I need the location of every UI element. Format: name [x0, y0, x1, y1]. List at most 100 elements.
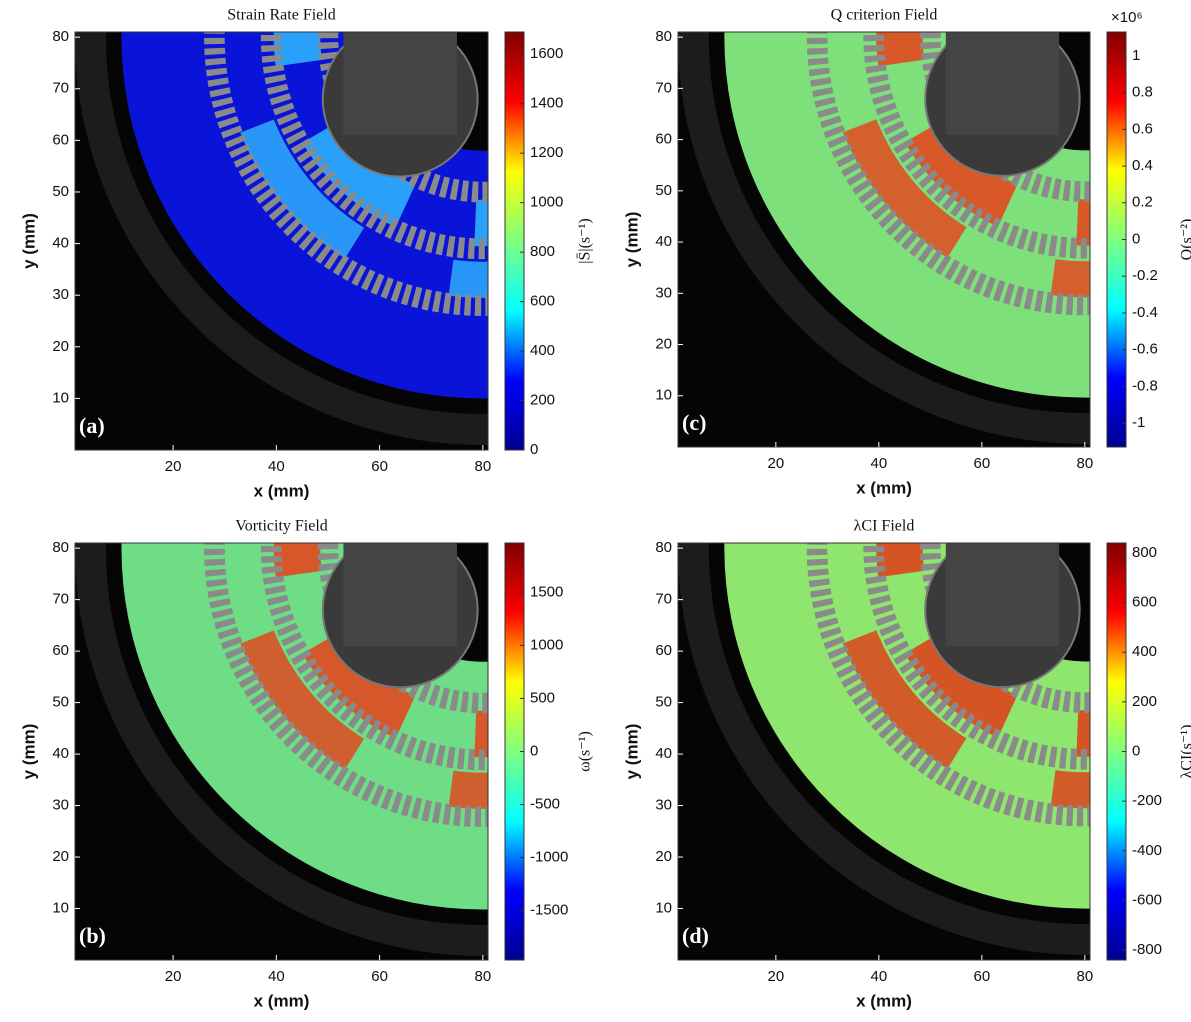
- mechanism-ring: [920, 543, 1090, 713]
- colorbar-tick-label: 1400: [530, 95, 563, 112]
- colorbar-tick-label: -600: [1132, 891, 1162, 908]
- x-tick-label: 60: [974, 968, 991, 985]
- chart-title: Q criterion Field: [831, 7, 938, 24]
- frame: [677, 542, 1091, 961]
- x-tick-label: 20: [165, 458, 182, 475]
- x-tick-label: 20: [768, 968, 785, 985]
- y-tick-label: 80: [52, 28, 69, 45]
- x-axis-label: x (mm): [856, 478, 912, 497]
- hot-ring: [273, 543, 488, 758]
- x-tick-label: 60: [371, 968, 388, 985]
- field-image: [678, 32, 1090, 447]
- y-tick-label: 60: [52, 131, 69, 148]
- colorbar-label: |S̄|(s⁻¹): [577, 218, 594, 263]
- y-tick-label: 40: [52, 235, 69, 252]
- y-tick-label: 30: [655, 797, 672, 814]
- chart-title: λCI Field: [854, 518, 915, 535]
- y-tick-label: 30: [52, 286, 69, 303]
- colorbar-tick-label: 600: [530, 293, 555, 310]
- mechanism-ring: [863, 543, 1090, 770]
- colorbar-tick-label: 1500: [530, 583, 563, 600]
- y-tick-label: 10: [655, 899, 672, 916]
- y-tick-label: 80: [655, 28, 672, 45]
- panel-label: (b): [79, 923, 106, 948]
- colorbar-tick-label: -0.6: [1132, 341, 1158, 358]
- y-tick-label: 40: [655, 233, 672, 250]
- y-tick-label: 10: [52, 389, 69, 406]
- y-tick-label: 40: [52, 745, 69, 762]
- mechanism-ring: [920, 32, 1090, 202]
- colorbar-tick-label: -1000: [530, 849, 568, 866]
- panel: (a) Strain Rate Field 20 40 60 80 10 20 30 40 50 60…: [19, 7, 594, 501]
- hot-ring: [222, 543, 488, 809]
- hot-ring: [876, 32, 1090, 246]
- colorbar-tick-label: 0: [1132, 230, 1140, 247]
- colorbar-tick-label: 400: [1132, 643, 1157, 660]
- field-image: [678, 543, 1090, 960]
- rim: [75, 543, 488, 956]
- colorbar-tick-label: -200: [1132, 792, 1162, 809]
- colorbar-tick-label: 800: [530, 243, 555, 260]
- panel: (d) λCI Field 20 40 60 80 10 20 30 40 50 60 70 80 x (m…: [622, 518, 1191, 1011]
- mechanism-ring: [260, 543, 488, 771]
- x-axis-label: x (mm): [254, 991, 310, 1010]
- colorbar-tick-label: -1500: [530, 902, 568, 919]
- colorbar-tick-label: 0: [1132, 742, 1140, 759]
- x-tick-label: 80: [474, 458, 491, 475]
- frame: [74, 31, 489, 451]
- colorbar-tick-label: 1600: [530, 45, 563, 62]
- colorbar-tick-label: 200: [1132, 693, 1157, 710]
- y-tick-label: 70: [52, 80, 69, 97]
- colorbar-label: λCI(s⁻¹): [1179, 725, 1191, 779]
- panel-label: (c): [682, 410, 706, 435]
- column: [343, 543, 458, 647]
- column: [945, 543, 1060, 646]
- y-tick-label: 10: [655, 387, 672, 404]
- colorbar-tick-label: -500: [530, 796, 560, 813]
- colorbar-tick-label: 1000: [530, 194, 563, 211]
- y-tick-label: 20: [655, 335, 672, 352]
- mechanism-ring: [317, 543, 488, 714]
- x-tick-label: 40: [268, 458, 285, 475]
- y-tick-label: 30: [655, 284, 672, 301]
- y-axis-label: y (mm): [622, 212, 641, 268]
- y-axis-label: y (mm): [622, 724, 641, 780]
- y-axis-label: y (mm): [19, 724, 38, 780]
- hot-ring: [222, 32, 488, 298]
- chart-title: Vorticity Field: [235, 518, 328, 535]
- mechanism-ring: [863, 32, 1090, 259]
- colorbar-tick-label: 500: [530, 689, 555, 706]
- x-tick-label: 20: [165, 968, 182, 985]
- panel-label: (a): [79, 413, 105, 438]
- y-tick-label: 20: [52, 338, 69, 355]
- colorbar: [504, 31, 525, 451]
- x-axis-label: x (mm): [856, 991, 912, 1010]
- x-tick-label: 80: [1077, 968, 1094, 985]
- hot-ring: [824, 32, 1090, 298]
- x-tick-label: 80: [1077, 455, 1094, 472]
- panel-label: (d): [682, 923, 709, 948]
- colorbar-tick-label: -400: [1132, 842, 1162, 859]
- field-image: [75, 32, 488, 450]
- colorbar-tick-label: 200: [530, 392, 555, 409]
- column: [945, 32, 1060, 135]
- colorbar-tick-label: -800: [1132, 941, 1162, 958]
- hot-ring: [876, 543, 1090, 757]
- colorbar-multiplier: ×10⁶: [1111, 9, 1143, 26]
- y-tick-label: 20: [52, 848, 69, 865]
- y-tick-label: 50: [655, 694, 672, 711]
- colorbar-tick-label: 800: [1132, 544, 1157, 561]
- y-axis-label: y (mm): [19, 213, 38, 269]
- mechanism-ring: [317, 32, 488, 203]
- y-tick-label: 20: [655, 848, 672, 865]
- column: [343, 32, 458, 136]
- colorbar-tick-label: 1: [1132, 47, 1140, 64]
- y-tick-label: 50: [655, 182, 672, 199]
- y-tick-label: 70: [52, 591, 69, 608]
- y-tick-label: 40: [655, 745, 672, 762]
- y-tick-label: 30: [52, 797, 69, 814]
- x-tick-label: 40: [268, 968, 285, 985]
- y-tick-label: 10: [52, 899, 69, 916]
